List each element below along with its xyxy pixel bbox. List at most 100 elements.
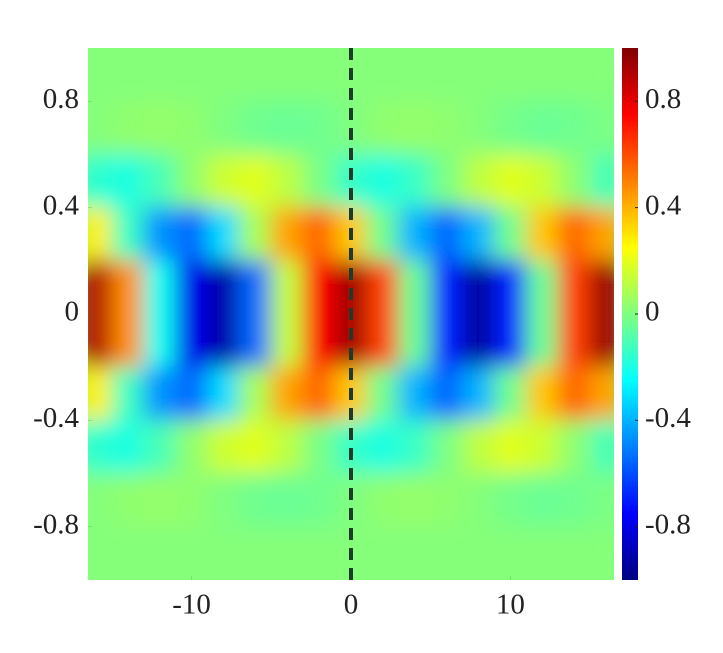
heatmap-cell	[557, 366, 591, 421]
heatmap-cell	[111, 526, 145, 580]
heatmap-cell	[525, 526, 559, 580]
heatmap-cell	[302, 473, 336, 528]
y-tick-label: -0.8	[33, 508, 79, 540]
heatmap-cell	[88, 153, 113, 209]
heatmap-cell	[366, 419, 400, 475]
y-tick-label: -0.4	[33, 402, 79, 434]
heatmap-cell	[430, 313, 464, 368]
heatmap-cell	[302, 100, 336, 155]
heatmap-cell	[88, 100, 113, 155]
heatmap-cell	[88, 48, 113, 102]
heatmap-cell	[557, 526, 591, 580]
heatmap-cell	[525, 207, 559, 262]
heatmap-cell	[462, 313, 495, 368]
heatmap-cell	[589, 419, 614, 475]
heatmap-cell	[430, 260, 464, 315]
heatmap-cell	[238, 313, 272, 368]
heatmap-cell	[175, 100, 209, 155]
heatmap-cell	[88, 366, 113, 421]
heatmap-cell	[493, 366, 527, 421]
heatmap-cell	[88, 419, 113, 475]
heatmap-cell	[462, 526, 495, 580]
heatmap-cell	[525, 153, 559, 209]
heatmap-cell	[557, 48, 591, 102]
heatmap-cell	[111, 313, 145, 368]
heatmap-cell	[398, 366, 432, 421]
y-tick-label: 0	[65, 296, 80, 328]
heatmap-cell	[143, 48, 177, 102]
heatmap-cell	[398, 260, 432, 315]
heatmap-cell	[557, 419, 591, 475]
heatmap-cell	[525, 100, 559, 155]
heatmap-cell	[270, 526, 304, 580]
heatmap-cell	[302, 48, 336, 102]
heatmap-cell	[557, 260, 591, 315]
heatmap-cell	[111, 419, 145, 475]
heatmap-cell	[143, 153, 177, 209]
heatmap-cell	[207, 313, 240, 368]
heatmap-cell	[175, 153, 209, 209]
heatmap-cell	[366, 526, 400, 580]
heatmap-cell	[493, 153, 527, 209]
heatmap-cell	[238, 419, 272, 475]
x-tick-label: 0	[344, 589, 359, 621]
heatmap-cell	[88, 313, 113, 368]
heatmap-cell	[366, 207, 400, 262]
heatmap-cell	[143, 100, 177, 155]
heatmap-cell	[589, 48, 614, 102]
heatmap-cell	[175, 260, 209, 315]
heatmap-cell	[207, 260, 240, 315]
heatmap-cell	[175, 473, 209, 528]
heatmap-cell	[111, 207, 145, 262]
heatmap-cell	[238, 48, 272, 102]
heatmap-cell	[143, 260, 177, 315]
heatmap-cell	[589, 153, 614, 209]
heatmap-cell	[270, 153, 304, 209]
heatmap-cell	[462, 419, 495, 475]
colorbar-tick-label: 0	[645, 296, 660, 328]
heatmap-cell	[143, 366, 177, 421]
y-tick-label: 0.4	[43, 189, 80, 221]
heatmap-cell	[111, 473, 145, 528]
heatmap-cells	[88, 48, 614, 580]
heatmap-cell	[493, 473, 527, 528]
heatmap-cell	[366, 48, 400, 102]
heatmap-cell	[207, 366, 240, 421]
heatmap-cell	[430, 207, 464, 262]
heatmap-cell	[238, 153, 272, 209]
heatmap-cell	[462, 100, 495, 155]
heatmap-cell	[557, 473, 591, 528]
colorbar-tick-label: 0.4	[645, 189, 682, 221]
heatmap-cell	[557, 100, 591, 155]
heatmap-cell	[398, 313, 432, 368]
heatmap-cell	[462, 207, 495, 262]
heatmap-cell	[589, 366, 614, 421]
heatmap-cell	[175, 526, 209, 580]
heatmap-cell	[88, 207, 113, 262]
heatmap-cell	[270, 419, 304, 475]
heatmap-cell	[430, 419, 464, 475]
heatmap-cell	[462, 366, 495, 421]
heatmap-cell	[398, 48, 432, 102]
heatmap-cell	[143, 313, 177, 368]
heatmap-cell	[238, 526, 272, 580]
colorbar-tick-label: -0.4	[645, 402, 691, 434]
heatmap-cell	[398, 153, 432, 209]
heatmap-cell	[111, 366, 145, 421]
heatmap-cell	[302, 153, 336, 209]
heatmap-cell	[238, 260, 272, 315]
heatmap-cell	[525, 260, 559, 315]
heatmap-cell	[493, 419, 527, 475]
heatmap-cell	[462, 48, 495, 102]
heatmap-cell	[88, 473, 113, 528]
heatmap-cell	[302, 260, 336, 315]
heatmap-cell	[430, 48, 464, 102]
x-tick-label: 10	[496, 589, 525, 621]
heatmap-cell	[493, 207, 527, 262]
heatmap-cell	[493, 313, 527, 368]
heatmap-cell	[302, 526, 336, 580]
heatmap-cell	[525, 419, 559, 475]
heatmap-cell	[207, 48, 240, 102]
heatmap-cell	[302, 207, 336, 262]
